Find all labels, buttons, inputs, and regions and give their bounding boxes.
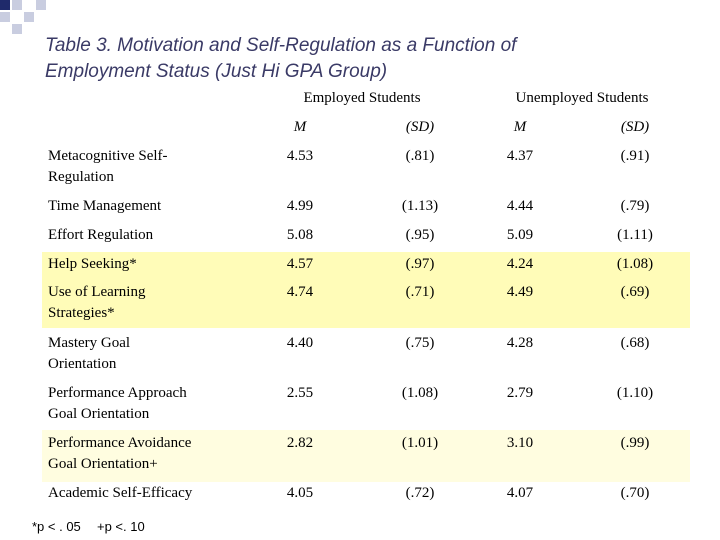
- row-label: Performance Approach: [48, 385, 187, 401]
- column-group: Employed Students: [303, 90, 421, 106]
- cell: 4.05: [286, 485, 314, 501]
- cell: 4.53: [286, 148, 314, 164]
- highlight: [42, 252, 690, 328]
- cell: 5.09: [506, 227, 534, 243]
- cell: (1.13): [401, 198, 439, 214]
- cell: (.91): [620, 148, 650, 164]
- cell: 5.08: [286, 227, 314, 243]
- row-label: Goal Orientation: [48, 406, 150, 422]
- cell: (.70): [620, 485, 650, 501]
- footnote: *p < . 05: [32, 519, 81, 534]
- cell: 3.10: [506, 435, 534, 451]
- row-label: Regulation: [48, 169, 114, 185]
- decor: [24, 12, 34, 22]
- cell: 4.57: [286, 256, 314, 272]
- row-label: Metacognitive Self-: [48, 148, 168, 164]
- cell: 4.28: [506, 335, 534, 351]
- decor: [36, 0, 46, 10]
- cell: 2.55: [286, 385, 314, 401]
- cell: (1.08): [401, 385, 439, 401]
- cell: (.95): [405, 227, 435, 243]
- row-label: Strategies*: [48, 305, 115, 321]
- decor: [0, 12, 10, 22]
- cell: (1.08): [616, 256, 654, 272]
- cell: 2.82: [286, 435, 314, 451]
- cell: (.81): [405, 148, 435, 164]
- cell: (.97): [405, 256, 435, 272]
- cell: (1.01): [401, 435, 439, 451]
- row-label: Academic Self-Efficacy: [48, 485, 193, 501]
- column-header: (SD): [405, 119, 435, 135]
- column-header: (SD): [620, 119, 650, 135]
- cell: 4.07: [506, 485, 534, 501]
- row-label: Mastery Goal: [48, 335, 131, 351]
- cell: 4.37: [506, 148, 534, 164]
- column-header: M: [513, 119, 527, 135]
- row-label: Goal Orientation+: [48, 456, 158, 472]
- cell: (.72): [405, 485, 435, 501]
- cell: 4.44: [506, 198, 534, 214]
- row-label: Effort Regulation: [48, 227, 154, 243]
- cell: (.79): [620, 198, 650, 214]
- cell: (1.11): [617, 227, 653, 243]
- cell: 4.49: [506, 284, 534, 300]
- highlight: [42, 430, 690, 482]
- cell: (.75): [405, 335, 435, 351]
- cell: (.69): [620, 284, 650, 300]
- decor: [12, 0, 22, 10]
- cell: 2.79: [506, 385, 534, 401]
- row-label: Use of Learning: [48, 284, 146, 300]
- row-label: Help Seeking*: [48, 256, 137, 272]
- cell: (.68): [620, 335, 650, 351]
- cell: (.71): [405, 284, 435, 300]
- cell: 4.24: [506, 256, 534, 272]
- footnote: +p <. 10: [97, 519, 145, 534]
- cell: 4.74: [286, 284, 314, 300]
- decor: [0, 0, 10, 10]
- cell: 4.40: [286, 335, 314, 351]
- column-header: M: [293, 119, 307, 135]
- row-label: Time Management: [48, 198, 162, 214]
- cell: (1.10): [616, 385, 654, 401]
- cell: 4.99: [286, 198, 314, 214]
- decor: [12, 24, 22, 34]
- title: Table 3. Motivation and Self-Regulation …: [45, 35, 517, 82]
- column-group: Unemployed Students: [515, 90, 649, 106]
- row-label: Performance Avoidance: [48, 435, 192, 451]
- cell: (.99): [620, 435, 650, 451]
- row-label: Orientation: [48, 356, 117, 372]
